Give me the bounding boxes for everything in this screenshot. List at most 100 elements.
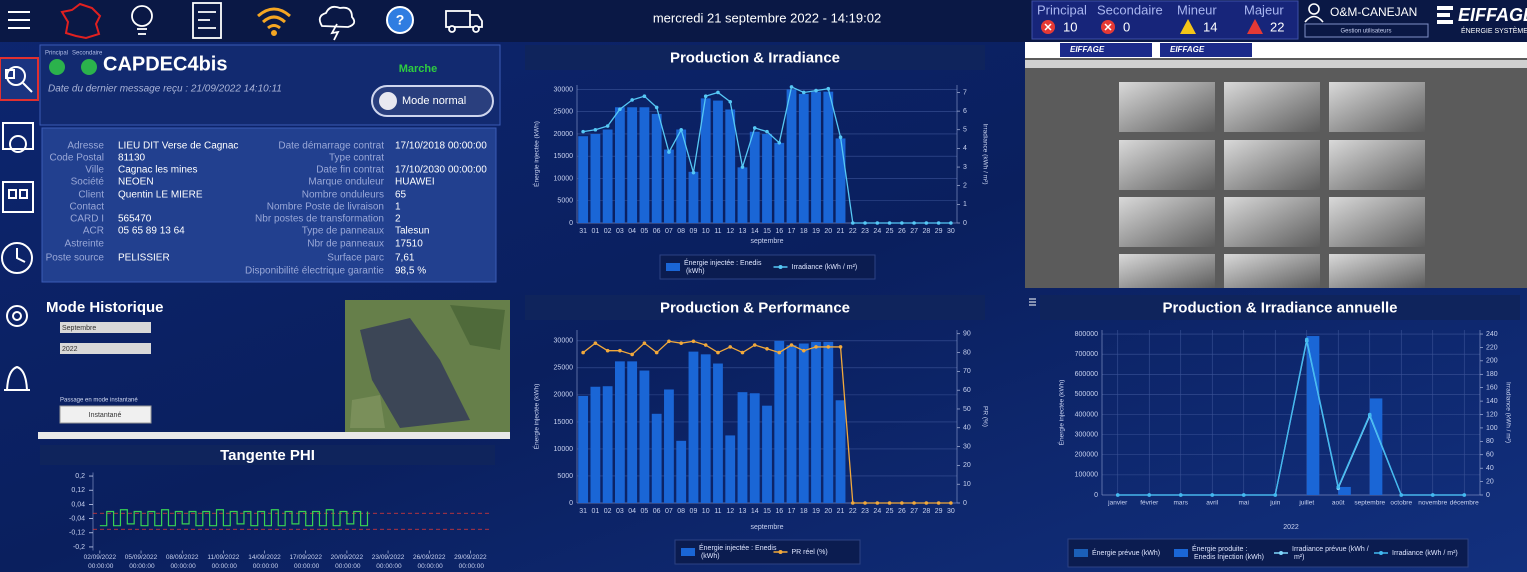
- instant-button-label[interactable]: Instantané: [89, 412, 122, 419]
- bar: [749, 131, 760, 223]
- line-point: [1147, 493, 1152, 497]
- site-tab[interactable]: Principal: [45, 51, 68, 57]
- y2-tick-label: 40: [1486, 465, 1494, 472]
- x-tick-label: 15: [763, 508, 771, 515]
- line-point: [618, 348, 622, 353]
- idea-icon[interactable]: [131, 5, 153, 35]
- brand-name: EIFFAGE: [1458, 5, 1527, 25]
- y2-axis-label: PR (%): [981, 406, 988, 427]
- user-button-label[interactable]: Gestion utilisateurs: [1340, 29, 1391, 35]
- line-point: [777, 141, 782, 145]
- x-tick-label: 27: [910, 508, 918, 515]
- y-tick-label: 700000: [1075, 351, 1098, 358]
- line-point: [887, 221, 892, 225]
- x-tick-label: 07: [665, 508, 673, 515]
- x-tick-label: 23/09/2022 00:00:00: [372, 554, 405, 570]
- menu-icon[interactable]: [8, 11, 30, 29]
- chart-menu-icon[interactable]: [1029, 298, 1036, 306]
- line-point: [691, 170, 696, 175]
- y2-tick-label: 0: [1486, 492, 1490, 499]
- user-button[interactable]: [1304, 23, 1429, 38]
- field-label: Type de panneaux: [302, 226, 384, 237]
- x-tick-label: 20: [824, 228, 832, 235]
- month-value[interactable]: Septembre: [62, 325, 96, 332]
- x-axis-label: septembre: [750, 524, 783, 531]
- y-axis-label: Énergie injectée (kWh): [1057, 380, 1066, 446]
- field-value: HUAWEI: [395, 177, 435, 188]
- legend-swatch: [666, 263, 680, 271]
- bar: [602, 386, 613, 503]
- y2-tick-label: 1: [963, 201, 967, 208]
- truck-icon[interactable]: [445, 10, 483, 33]
- x-tick-label: 24: [873, 508, 881, 515]
- title-bar: [1040, 295, 1520, 320]
- line-point: [716, 90, 720, 95]
- line-point: [581, 350, 585, 355]
- field-value: LIEU DIT Verse de Cagnac: [118, 141, 238, 152]
- bar: [713, 363, 723, 503]
- bar: [798, 343, 809, 503]
- bar: [713, 100, 723, 223]
- x-tick-label: 21: [837, 508, 845, 515]
- legend-label: Énergie injectée : Enedis (kWh): [699, 543, 777, 560]
- chart-title: Production & Performance: [660, 299, 850, 316]
- instant-button[interactable]: [59, 405, 152, 424]
- x-tick-label: 23: [861, 228, 869, 235]
- bar: [615, 107, 625, 223]
- status-icon: [49, 59, 65, 75]
- x-tick-label: 26: [898, 228, 906, 235]
- sidebar-icons[interactable]: [1, 66, 34, 391]
- report-icon[interactable]: [192, 2, 222, 39]
- x-tick-label: 02: [604, 508, 612, 515]
- bar: [811, 341, 821, 503]
- line-point: [1430, 493, 1435, 497]
- x-tick-label: 17: [788, 228, 796, 235]
- x-tick-label: 10: [702, 508, 710, 515]
- bar: [688, 351, 699, 503]
- weather-icon[interactable]: [318, 5, 356, 41]
- x-tick-label: 05/09/2022 00:00:00: [125, 554, 158, 570]
- y2-tick-label: 20: [1486, 478, 1494, 485]
- bar: [762, 133, 772, 223]
- mode-button[interactable]: [371, 85, 494, 117]
- year-value[interactable]: 2022: [62, 346, 78, 353]
- site-status: Marche: [399, 63, 438, 75]
- x-tick-label: 17: [788, 508, 796, 515]
- field-label: Nbr postes de transformation: [255, 214, 384, 225]
- field-label: Date fin contrat: [316, 165, 384, 176]
- portal-tile: [1329, 197, 1425, 247]
- x-tick-label: 02/09/2022 00:00:00: [84, 554, 117, 570]
- y2-tick-label: 200: [1486, 358, 1498, 365]
- line-point: [777, 350, 782, 355]
- france-icon[interactable]: [60, 2, 102, 40]
- bar: [651, 413, 662, 503]
- wifi-icon[interactable]: [257, 7, 291, 36]
- bar: [798, 93, 809, 223]
- x-tick-label: 25: [886, 228, 894, 235]
- field-value: 17/10/2018 00:00:00: [395, 141, 487, 152]
- month-select[interactable]: [60, 322, 151, 333]
- line-point: [618, 107, 622, 112]
- x-tick-label: 31: [579, 228, 587, 235]
- alarm-count: 10: [1063, 19, 1077, 34]
- mode-toggle[interactable]: [379, 92, 397, 110]
- x-tick-label: 03: [616, 228, 624, 235]
- site-tab[interactable]: Secondaire: [72, 51, 103, 57]
- mode-label[interactable]: Mode normal: [402, 95, 466, 107]
- line-point: [642, 341, 647, 345]
- bar: [627, 107, 638, 223]
- portal-brand: EIFFAGE: [1070, 45, 1105, 54]
- bar: [823, 91, 834, 223]
- help-label[interactable]: ?: [396, 12, 405, 28]
- y-tick-label: 15000: [554, 419, 574, 426]
- year-select[interactable]: [60, 343, 151, 354]
- x-tick-label: septembre: [1354, 500, 1385, 507]
- site-info-panel: [41, 127, 497, 283]
- portal-sub-bar: [1025, 60, 1527, 68]
- line-point: [1336, 485, 1341, 489]
- chart-title: Tangente PHI: [220, 447, 315, 464]
- x-tick-label: 08: [677, 508, 685, 515]
- help-icon[interactable]: [386, 6, 414, 34]
- bar: [700, 354, 711, 503]
- bar: [811, 91, 821, 223]
